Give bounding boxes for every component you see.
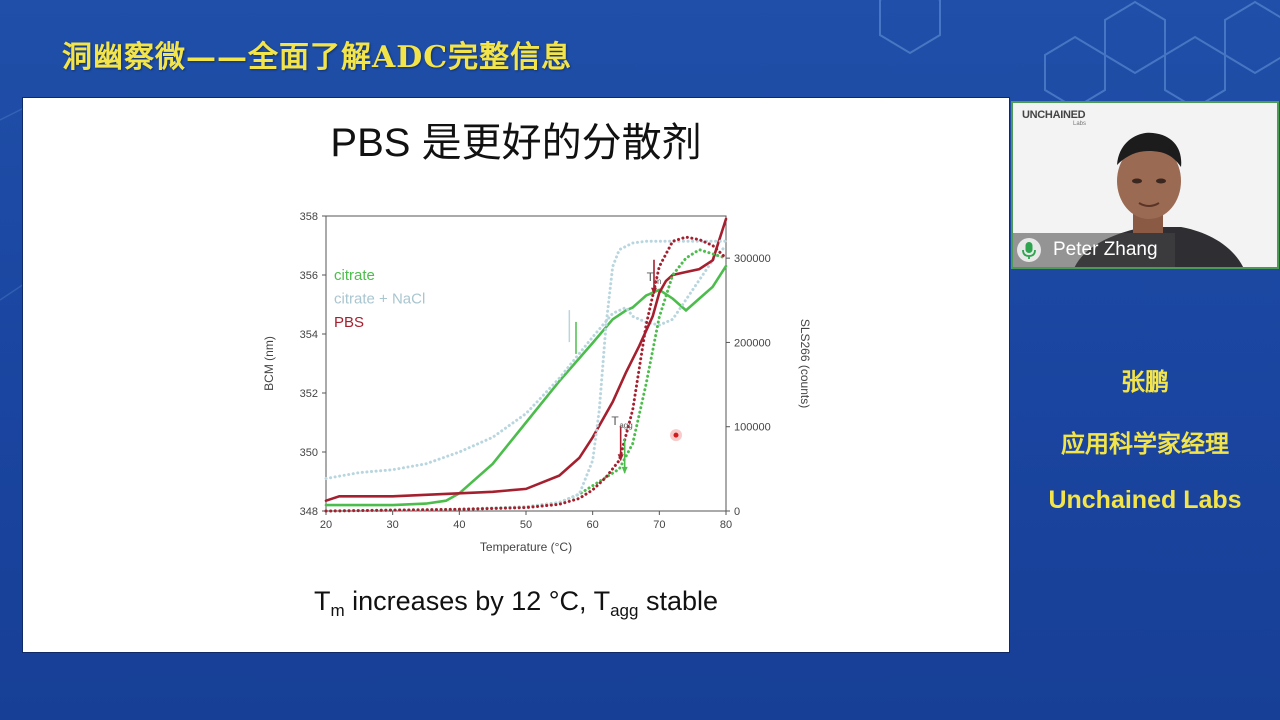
- plot-frame: [325, 215, 727, 512]
- presenter-video-tile[interactable]: UNCHAINED Labs Peter Zhang: [1011, 101, 1279, 269]
- legend-citrate-nacl: citrate + NaCl: [334, 291, 425, 308]
- speaker-name: 张鹏: [1121, 368, 1169, 396]
- caption-subscript: m: [330, 601, 345, 620]
- y-right-tick-label: 200000: [734, 337, 771, 349]
- x-tick-label: 70: [653, 519, 665, 531]
- tagg-annotation: T: [611, 414, 619, 428]
- tagg-annotation-subscript: agg: [619, 421, 632, 430]
- series-line-5: [324, 235, 728, 513]
- y-left-axis-label: BCM (nm): [262, 336, 276, 391]
- y-right-tick-label: 100000: [734, 422, 771, 434]
- caption-part: stable: [638, 586, 719, 616]
- banner-title: 洞幽察微——全面了解ADC完整信息: [62, 40, 573, 75]
- y-left-tick-label: 352: [300, 388, 318, 400]
- y-left-tick-label: 350: [300, 447, 318, 459]
- series-line-3: [324, 248, 728, 513]
- slide-caption: Tm increases by 12 °C, Tagg stable: [23, 586, 1009, 621]
- tm-annotation: T: [647, 270, 655, 284]
- speaker-company: Unchained Labs: [1048, 486, 1242, 514]
- x-tick-label: 20: [320, 519, 332, 531]
- y-left-tick-label: 354: [300, 329, 318, 341]
- y-left-tick-label: 348: [300, 506, 318, 518]
- series-line-0: [324, 264, 728, 507]
- microphone-icon[interactable]: [1017, 238, 1041, 262]
- series-line-4: [324, 239, 728, 513]
- transition-arrowhead-2: [651, 287, 657, 295]
- y-right-tick-label: 0: [734, 506, 740, 518]
- presenter-name: Peter Zhang: [1053, 239, 1158, 260]
- logo-subtext: Labs: [1073, 121, 1087, 127]
- x-tick-label: 30: [387, 519, 399, 531]
- presenter-name-bar: Peter Zhang: [1013, 233, 1175, 267]
- series-line-1: [324, 244, 728, 480]
- legend-pbs: PBS: [334, 314, 364, 331]
- y-right-axis-label: SLS266 (counts): [798, 319, 812, 408]
- x-tick-label: 60: [587, 519, 599, 531]
- y-left-tick-label: 358: [300, 211, 318, 223]
- x-tick-label: 80: [720, 519, 732, 531]
- caption-part: increases by 12 °C, T: [344, 586, 611, 616]
- presentation-slide: PBS 是更好的分散剂 20 30 40 50 60 70 80 348 350 352 354 35…: [22, 97, 1010, 653]
- transition-arrowhead-3: [617, 454, 624, 462]
- x-axis-label: Temperature (°C): [480, 540, 572, 554]
- legend-citrate: citrate: [334, 267, 375, 284]
- slide-title: PBS 是更好的分散剂: [330, 121, 702, 165]
- y-left-tick-label: 356: [300, 270, 318, 282]
- transition-arrowhead-4: [621, 466, 628, 474]
- x-tick-label: 50: [520, 519, 532, 531]
- unchained-logo: UNCHAINED: [1022, 109, 1086, 121]
- chart: 20 30 40 50 60 70 80 348 350 352 354 356 358 0 100000 2…: [262, 211, 812, 554]
- caption-part: T: [313, 586, 331, 616]
- tm-annotation-subscript: m: [655, 277, 662, 286]
- x-tick-label: 40: [453, 519, 465, 531]
- series-line-2: [324, 217, 728, 502]
- caption-subscript: agg: [610, 601, 639, 620]
- speaker-role: 应用科学家经理: [1061, 430, 1229, 458]
- pointer-cursor-icon: [673, 432, 679, 438]
- y-right-tick-label: 300000: [734, 253, 771, 265]
